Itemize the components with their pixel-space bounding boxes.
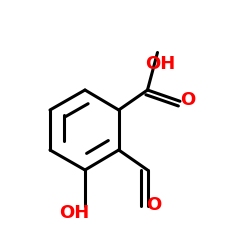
- Text: O: O: [180, 91, 195, 109]
- Text: OH: OH: [145, 55, 175, 73]
- Text: O: O: [146, 196, 162, 214]
- Text: OH: OH: [58, 204, 89, 222]
